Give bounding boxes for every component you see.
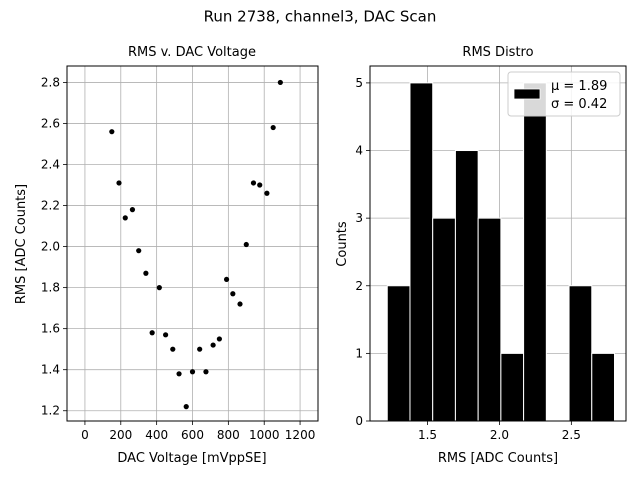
scatter-y-tick-label: 1.6 <box>41 322 60 336</box>
scatter-y-tick-label: 2.6 <box>41 116 60 130</box>
histogram-x-ticks: 1.5 2.0 2.5 <box>418 421 581 442</box>
histogram-y-tick-label: 4 <box>355 144 363 158</box>
histogram-x-label: RMS [ADC Counts] <box>438 451 558 466</box>
histogram-bar <box>432 217 456 422</box>
scatter-x-tick-label: 1200 <box>285 428 316 442</box>
scatter-point <box>122 215 128 221</box>
histogram-bar <box>591 352 615 422</box>
legend-swatch <box>513 88 541 100</box>
scatter-point <box>156 285 162 291</box>
scatter-x-tick-label: 400 <box>145 428 168 442</box>
scatter-y-tick-label: 1.8 <box>41 281 60 295</box>
scatter-x-label: DAC Voltage [mVppSE] <box>117 451 266 466</box>
scatter-point <box>237 301 243 307</box>
scatter-x-tick-label: 1000 <box>249 428 280 442</box>
scatter-point <box>149 330 155 336</box>
scatter-y-tick-label: 1.2 <box>41 404 60 418</box>
scatter-point <box>230 291 236 297</box>
scatter-title: RMS v. DAC Voltage <box>128 45 256 60</box>
histogram-title: RMS Distro <box>462 45 533 60</box>
scatter-y-ticks: 1.2 1.4 1.6 1.8 2.0 2.2 2.4 2.6 2.8 <box>41 75 67 418</box>
histogram-bars <box>386 82 615 422</box>
histogram-bar <box>386 285 411 422</box>
scatter-grid <box>67 66 318 421</box>
scatter-y-label: RMS [ADC Counts] <box>14 184 29 304</box>
histogram-x-tick-label: 2.0 <box>490 428 509 442</box>
histogram-y-tick-label: 3 <box>355 211 363 225</box>
scatter-point <box>277 79 283 86</box>
scatter-point <box>203 369 209 375</box>
scatter-point <box>189 369 196 375</box>
scatter-y-tick-label: 2.4 <box>41 157 60 171</box>
scatter-x-tick-label: 800 <box>217 428 240 442</box>
scatter-point <box>210 342 216 348</box>
scatter-x-tick-label: 200 <box>109 428 132 442</box>
scatter-point <box>183 404 189 410</box>
scatter-point <box>116 180 122 186</box>
scatter-point <box>264 190 270 196</box>
scatter-point <box>270 124 276 131</box>
scatter-point <box>250 180 257 186</box>
histogram-bar <box>523 82 547 422</box>
histogram-axes-frame <box>369 65 627 422</box>
scatter-point <box>170 346 176 352</box>
histogram-y-tick-label: 2 <box>355 279 363 293</box>
scatter-point <box>143 270 149 276</box>
histogram-bar <box>477 217 502 422</box>
histogram-x-tick-label: 1.5 <box>418 428 437 442</box>
histogram-bar <box>409 82 434 422</box>
histogram-y-label: Counts <box>335 221 350 267</box>
scatter-point <box>109 129 115 135</box>
scatter-y-tick-label: 2.2 <box>41 199 60 213</box>
histogram-legend: μ = 1.89 σ = 0.42 <box>507 71 621 117</box>
histogram-panel: RMS Distro 1.5 2.0 2.5 0 1 2 3 4 5 RMS [ADC Cou… <box>335 45 627 466</box>
scatter-point <box>257 182 263 188</box>
histogram-y-ticks: 0 1 2 3 4 5 <box>355 76 370 428</box>
histogram-y-tick-label: 5 <box>355 76 363 90</box>
scatter-x-ticks: 0 200 400 600 800 1000 1200 <box>81 421 315 442</box>
scatter-point <box>163 332 169 338</box>
scatter-x-tick-label: 0 <box>81 428 89 442</box>
scatter-point <box>129 207 136 213</box>
scatter-point <box>223 276 230 283</box>
histogram-y-tick-label: 1 <box>355 346 363 360</box>
scatter-y-tick-label: 2.8 <box>41 75 60 89</box>
histogram-y-tick-label: 0 <box>355 414 363 428</box>
histogram-bar <box>568 285 593 422</box>
scatter-y-tick-label: 1.4 <box>41 363 60 377</box>
scatter-points <box>109 79 283 410</box>
figure-suptitle: Run 2738, channel3, DAC Scan <box>204 8 437 26</box>
histogram-bar <box>454 150 479 422</box>
scatter-point <box>216 336 222 342</box>
scatter-y-tick-label: 2.0 <box>41 240 60 254</box>
scatter-point <box>243 241 249 248</box>
scatter-point <box>197 346 203 352</box>
legend-box <box>507 71 621 117</box>
histogram-bar <box>500 352 525 422</box>
scatter-point <box>176 371 182 377</box>
legend-mean-text: μ = 1.89 <box>551 79 607 94</box>
scatter-x-tick-label: 600 <box>181 428 204 442</box>
scatter-panel: RMS v. DAC Voltage 0 200 400 600 800 1000 1200… <box>14 45 319 466</box>
scatter-point <box>136 248 142 254</box>
legend-sigma-text: σ = 0.42 <box>551 97 607 112</box>
histogram-x-tick-label: 2.5 <box>562 428 581 442</box>
